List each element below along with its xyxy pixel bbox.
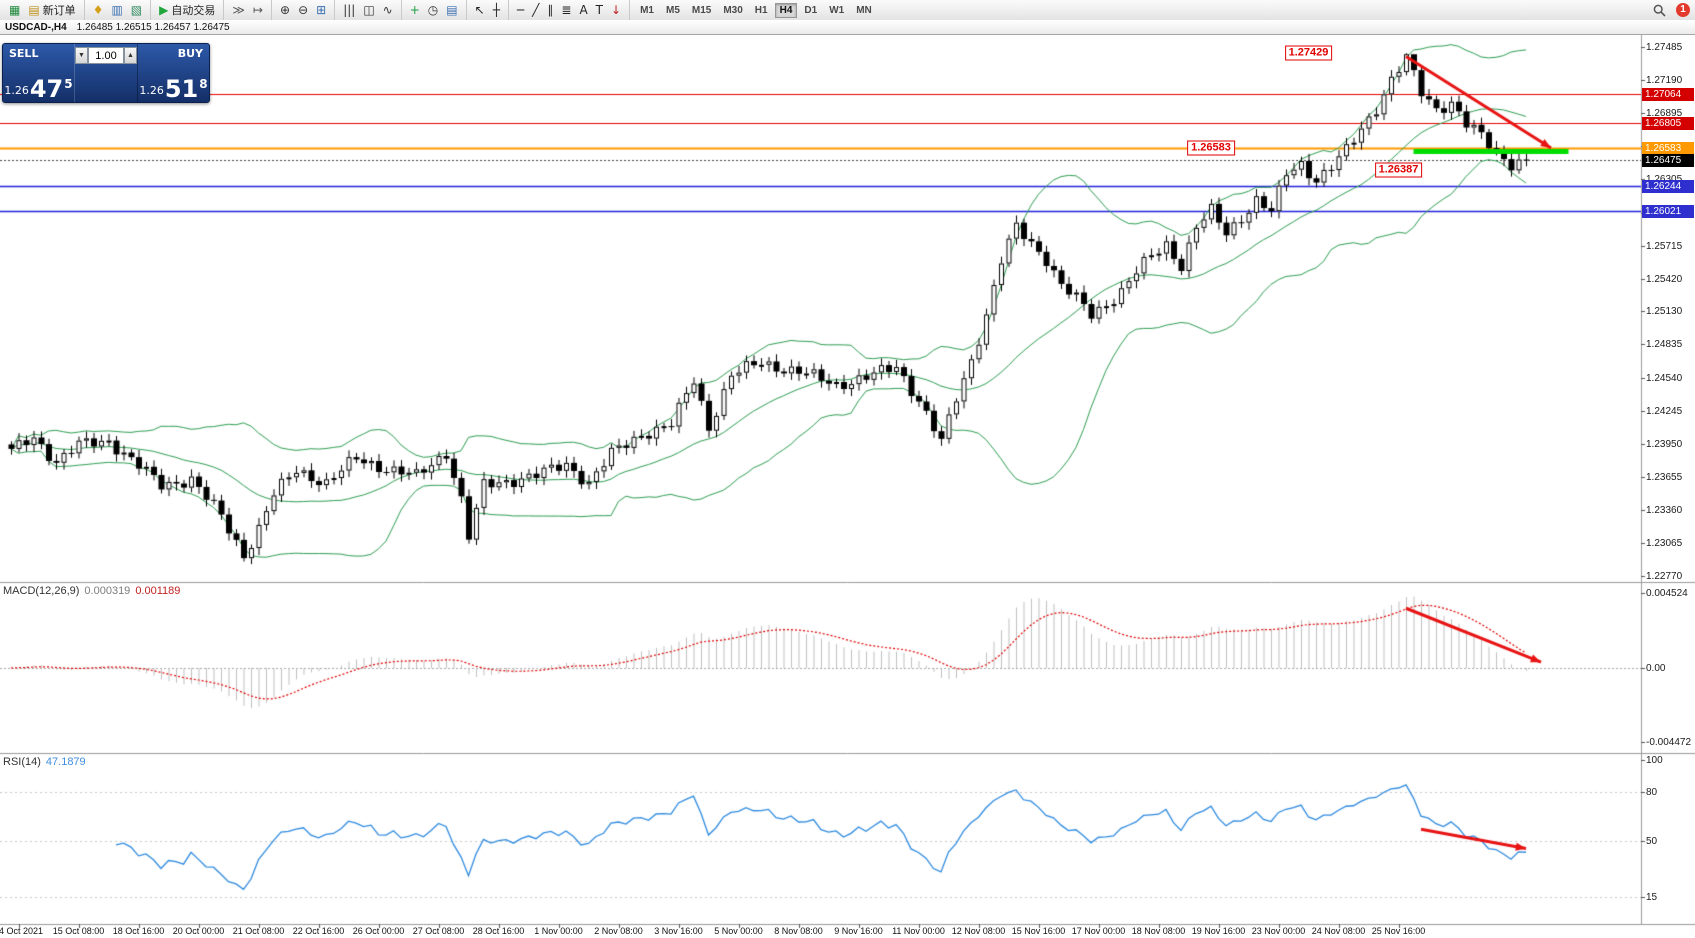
line-chart-icon: ∿ bbox=[382, 2, 393, 17]
indicators-icon: + bbox=[409, 2, 420, 17]
search-button[interactable] bbox=[1649, 2, 1670, 19]
navigator-icon: ▧ bbox=[130, 2, 143, 17]
volume-decrease-button[interactable]: ▼ bbox=[75, 47, 88, 64]
autotrading-button-label: 自动交易 bbox=[171, 3, 216, 17]
rsi-name: RSI(14) bbox=[3, 756, 41, 768]
periods-icon: ◷ bbox=[427, 2, 439, 17]
rsi-indicator-label: RSI(14) 47.1879 bbox=[3, 756, 86, 768]
arrows-button[interactable]: ↓ bbox=[607, 2, 625, 19]
new-order-button-label: 新订单 bbox=[42, 3, 76, 17]
volume-increase-button[interactable]: ▲ bbox=[124, 47, 137, 64]
chart-title: USDCAD-,H4 bbox=[5, 21, 67, 33]
new-order-icon: ▤ bbox=[28, 2, 40, 17]
crosshair-icon: ┼ bbox=[492, 2, 500, 17]
main-toolbar: ▦ ▤ 新订单 ♦ ▥ ▧ ▶ 自动交易 ≫ ↦ ⊕ ⊖ ⊞ ||| ◫ ∿ + ◷ ▤ ↖ ┼ ─ ╱ ∥ ≣ A T ↓ M1 M5 M… bbox=[0, 0, 1695, 21]
text-button[interactable]: A bbox=[575, 2, 591, 19]
macd-signal-value: 0.001189 bbox=[135, 585, 181, 597]
rsi-value: 47.1879 bbox=[45, 756, 86, 768]
sell-label: SELL bbox=[9, 47, 39, 60]
autoscroll-icon: ≫ bbox=[232, 2, 245, 17]
macd-indicator-label: MACD(12,26,9) 0.000319 0.001189 bbox=[3, 585, 180, 597]
chart-shift-button[interactable]: ↦ bbox=[249, 2, 267, 19]
macd-main-value: 0.000319 bbox=[84, 585, 131, 597]
ask-price-big: 51 bbox=[164, 75, 199, 103]
timeframe-m30-button[interactable]: M30 bbox=[718, 3, 747, 18]
navigator-button[interactable]: ▧ bbox=[127, 2, 146, 19]
line-chart-button[interactable]: ∿ bbox=[379, 2, 397, 19]
timeframe-m1-button[interactable]: M1 bbox=[635, 3, 659, 18]
text-icon: A bbox=[579, 2, 588, 17]
notification-badge[interactable]: 1 bbox=[1676, 3, 1690, 17]
timeframe-w1-button[interactable]: W1 bbox=[824, 3, 849, 18]
candlestick-chart-icon: ◫ bbox=[363, 2, 375, 17]
indicators-button[interactable]: + bbox=[406, 2, 424, 19]
timeframe-h1-button[interactable]: H1 bbox=[750, 3, 773, 18]
bid-price-big: 47 bbox=[29, 75, 64, 103]
text-label-button[interactable]: T bbox=[592, 2, 607, 19]
bid-price: 1.26 47 5 bbox=[3, 75, 74, 103]
bar-chart-icon: ||| bbox=[343, 2, 356, 17]
alerts-icon: ♦ bbox=[92, 2, 104, 17]
trendline-button[interactable]: ╱ bbox=[528, 2, 543, 19]
ask-price: 1.26 51 8 bbox=[138, 75, 209, 103]
buy-button[interactable]: BUY 1.26 51 8 bbox=[137, 44, 209, 102]
bar-chart-button[interactable]: ||| bbox=[339, 2, 359, 19]
zoom-out-button[interactable]: ⊖ bbox=[294, 2, 312, 19]
volume-control: ▼ ▲ bbox=[75, 44, 137, 102]
arrows-icon: ↓ bbox=[611, 2, 622, 17]
timeframe-m15-button[interactable]: M15 bbox=[687, 3, 716, 18]
templates-button[interactable]: ▤ bbox=[442, 2, 461, 19]
crosshair-button[interactable]: ┼ bbox=[489, 2, 504, 19]
zoom-out-icon: ⊖ bbox=[298, 2, 309, 17]
tile-windows-icon: ⊞ bbox=[316, 2, 327, 17]
periods-button[interactable]: ◷ bbox=[424, 2, 442, 19]
bid-price-pip: 5 bbox=[64, 77, 73, 91]
equidistant-channel-icon: ∥ bbox=[547, 2, 554, 17]
market-watch-icon: ▥ bbox=[111, 2, 123, 17]
fibonacci-icon: ≣ bbox=[561, 2, 572, 17]
sell-button[interactable]: SELL 1.26 47 5 bbox=[3, 44, 75, 102]
new-chart-button[interactable]: ▦ bbox=[5, 2, 24, 19]
new-chart-icon: ▦ bbox=[9, 2, 21, 17]
timeframe-mn-button[interactable]: MN bbox=[851, 3, 877, 18]
macd-name: MACD(12,26,9) bbox=[3, 585, 80, 597]
horizontal-line-icon: ─ bbox=[516, 2, 525, 17]
tile-windows-button[interactable]: ⊞ bbox=[312, 2, 330, 19]
equidistant-channel-button[interactable]: ∥ bbox=[543, 2, 557, 19]
buy-label: BUY bbox=[177, 47, 203, 60]
market-watch-button[interactable]: ▥ bbox=[107, 2, 126, 19]
horizontal-line-button[interactable]: ─ bbox=[513, 2, 528, 19]
chart-shift-icon: ↦ bbox=[252, 2, 263, 17]
fibonacci-button[interactable]: ≣ bbox=[557, 2, 575, 19]
text-label-icon: T bbox=[595, 2, 604, 17]
zoom-in-icon: ⊕ bbox=[280, 2, 291, 17]
alerts-icon[interactable]: ♦ bbox=[89, 2, 108, 19]
timeframe-m5-button[interactable]: M5 bbox=[661, 3, 685, 18]
chart-title-bar: USDCAD-,H4 1.26485 1.26515 1.26457 1.264… bbox=[0, 20, 1695, 35]
zoom-in-button[interactable]: ⊕ bbox=[276, 2, 294, 19]
one-click-trading-panel: SELL 1.26 47 5 ▼ ▲ BUY 1.26 51 8 bbox=[2, 43, 210, 103]
chart-ohlc-values: 1.26485 1.26515 1.26457 1.26475 bbox=[76, 21, 230, 33]
ask-price-pip: 8 bbox=[199, 77, 208, 91]
autotrading-button[interactable]: ▶ 自动交易 bbox=[155, 2, 219, 19]
ask-price-prefix: 1.26 bbox=[139, 84, 164, 97]
new-order-button[interactable]: ▤ 新订单 bbox=[24, 2, 79, 19]
autotrading-icon: ▶ bbox=[159, 2, 169, 17]
trendline-icon: ╱ bbox=[532, 2, 540, 17]
candlestick-chart-button[interactable]: ◫ bbox=[359, 2, 378, 19]
timeframe-h4-button[interactable]: H4 bbox=[774, 2, 798, 18]
bid-price-prefix: 1.26 bbox=[4, 84, 29, 97]
cursor-button[interactable]: ↖ bbox=[471, 2, 489, 19]
search-icon bbox=[1653, 4, 1666, 17]
templates-icon: ▤ bbox=[446, 2, 458, 17]
timeframe-d1-button[interactable]: D1 bbox=[799, 3, 822, 18]
cursor-icon: ↖ bbox=[474, 2, 485, 17]
volume-input[interactable] bbox=[88, 47, 124, 64]
autoscroll-button[interactable]: ≫ bbox=[228, 2, 249, 19]
